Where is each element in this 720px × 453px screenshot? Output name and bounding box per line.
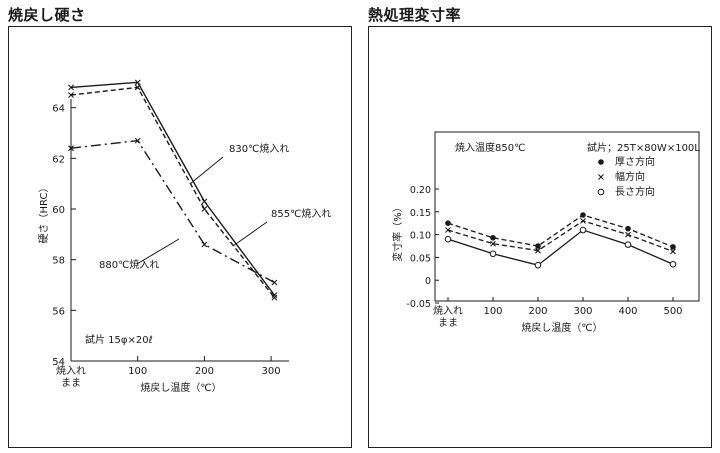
y-tick-label: -0.05 bbox=[406, 299, 431, 310]
data-point-2-1 bbox=[489, 250, 497, 258]
data-point-1-0 bbox=[445, 227, 451, 233]
data-point-1-1 bbox=[134, 84, 141, 91]
legend-label: 長さ方向 bbox=[615, 185, 655, 198]
specimen-note: 試片；25T×80W×100L bbox=[587, 141, 700, 154]
x-tick-label: 焼入れ bbox=[56, 365, 86, 377]
y-tick-label: 64 bbox=[52, 104, 65, 115]
data-point-0-0 bbox=[445, 220, 451, 226]
data-point-1-1 bbox=[490, 240, 496, 247]
data-point-0-2 bbox=[201, 198, 208, 205]
y-tick-label: 54 bbox=[52, 357, 65, 368]
data-point-0-0 bbox=[68, 84, 74, 91]
data-point-2-5 bbox=[669, 260, 677, 268]
data-point-0-3 bbox=[271, 292, 278, 299]
data-point-2-2 bbox=[534, 261, 542, 269]
y-axis-title: 硬さ（HRC） bbox=[38, 183, 50, 244]
series-line-0 bbox=[70, 81, 275, 296]
data-point-2-3 bbox=[271, 279, 278, 286]
y-axis-title: 変寸率（%） bbox=[391, 202, 404, 262]
legend-marker-x bbox=[598, 174, 604, 180]
x-tick-label: 焼入れ bbox=[433, 305, 463, 317]
data-point-0-4 bbox=[625, 225, 631, 232]
y-tick-label: 0.20 bbox=[410, 185, 431, 196]
series-line-2 bbox=[447, 229, 674, 266]
series-line-1 bbox=[447, 220, 674, 253]
data-point-1-3 bbox=[271, 294, 278, 301]
data-point-2-1 bbox=[134, 137, 141, 144]
series-label: 855℃焼入れ bbox=[271, 208, 331, 220]
right-chart-title: 熱処理変寸率 bbox=[368, 6, 462, 24]
x-axis-title: 焼戻し温度（℃） bbox=[521, 321, 602, 334]
series-line-1 bbox=[70, 86, 275, 299]
quench-temp-note: 焼入温度850℃ bbox=[455, 141, 525, 154]
legend-marker-open-circle bbox=[597, 188, 605, 196]
x-tick-label: まま bbox=[61, 377, 81, 389]
annotation-leader bbox=[189, 156, 224, 185]
series-line-2 bbox=[70, 139, 275, 284]
legend-label: 幅方向 bbox=[615, 170, 645, 183]
y-tick-label: 62 bbox=[52, 154, 65, 165]
data-point-0-3 bbox=[580, 212, 586, 218]
x-tick-label: 100 bbox=[483, 306, 502, 317]
data-point-1-2 bbox=[201, 206, 208, 212]
x-tick-label: 300 bbox=[573, 306, 592, 317]
x-tick-label: 100 bbox=[128, 366, 147, 377]
data-point-0-1 bbox=[134, 79, 141, 86]
y-tick-label: 0.15 bbox=[410, 208, 431, 219]
y-tick-label: 0 bbox=[425, 276, 431, 287]
data-point-2-3 bbox=[579, 226, 587, 234]
specimen-note: 試片 15φ×20ℓ bbox=[85, 333, 153, 346]
series-label: 880℃焼入れ bbox=[99, 259, 159, 271]
data-point-0-2 bbox=[535, 243, 541, 249]
data-point-2-2 bbox=[201, 241, 208, 248]
y-tick-label: 58 bbox=[52, 256, 65, 267]
series-label: 830℃焼入れ bbox=[229, 143, 289, 155]
x-tick-label: 400 bbox=[618, 306, 637, 317]
x-tick-label: 300 bbox=[262, 366, 281, 377]
y-tick-label: 0.05 bbox=[410, 253, 431, 264]
plot-frame bbox=[434, 131, 700, 302]
x-tick-label: まま bbox=[438, 317, 458, 329]
annotation-leader bbox=[136, 238, 180, 265]
x-tick-label: 200 bbox=[528, 306, 547, 317]
data-point-1-3 bbox=[580, 218, 586, 224]
data-point-0-1 bbox=[490, 234, 496, 241]
x-axis-title: 焼戻し温度（℃） bbox=[140, 381, 221, 394]
y-tick-label: 60 bbox=[52, 205, 65, 216]
legend-marker-filled-circle bbox=[598, 159, 604, 165]
hardness-chart-panel: 54 56 58 60 62 64 焼入れ まま 100 200 300 焼戻し温度（℃） 硬さ（HRC… bbox=[8, 26, 352, 448]
data-point-2-0 bbox=[68, 145, 74, 152]
data-point-1-4 bbox=[625, 231, 631, 238]
data-point-2-0 bbox=[444, 235, 452, 243]
series-line-0 bbox=[447, 214, 674, 248]
data-point-1-0 bbox=[68, 92, 74, 98]
data-point-0-5 bbox=[670, 244, 676, 250]
y-tick-label: 56 bbox=[52, 306, 65, 317]
x-tick-label: 500 bbox=[663, 306, 682, 317]
x-tick-label: 200 bbox=[195, 366, 214, 377]
data-point-2-4 bbox=[624, 241, 632, 248]
data-point-1-2 bbox=[535, 247, 541, 254]
annotation-leader bbox=[232, 221, 268, 247]
legend-label: 厚さ方向 bbox=[615, 155, 655, 168]
y-tick-label: 0.10 bbox=[410, 231, 431, 242]
left-chart-title: 焼戻し硬さ bbox=[8, 6, 86, 24]
data-point-1-5 bbox=[670, 248, 676, 255]
dimension-change-chart-panel: -0.05 0 0.05 0.10 0.15 0.20 焼入れ まま 100 200 300 400 5… bbox=[368, 26, 712, 448]
